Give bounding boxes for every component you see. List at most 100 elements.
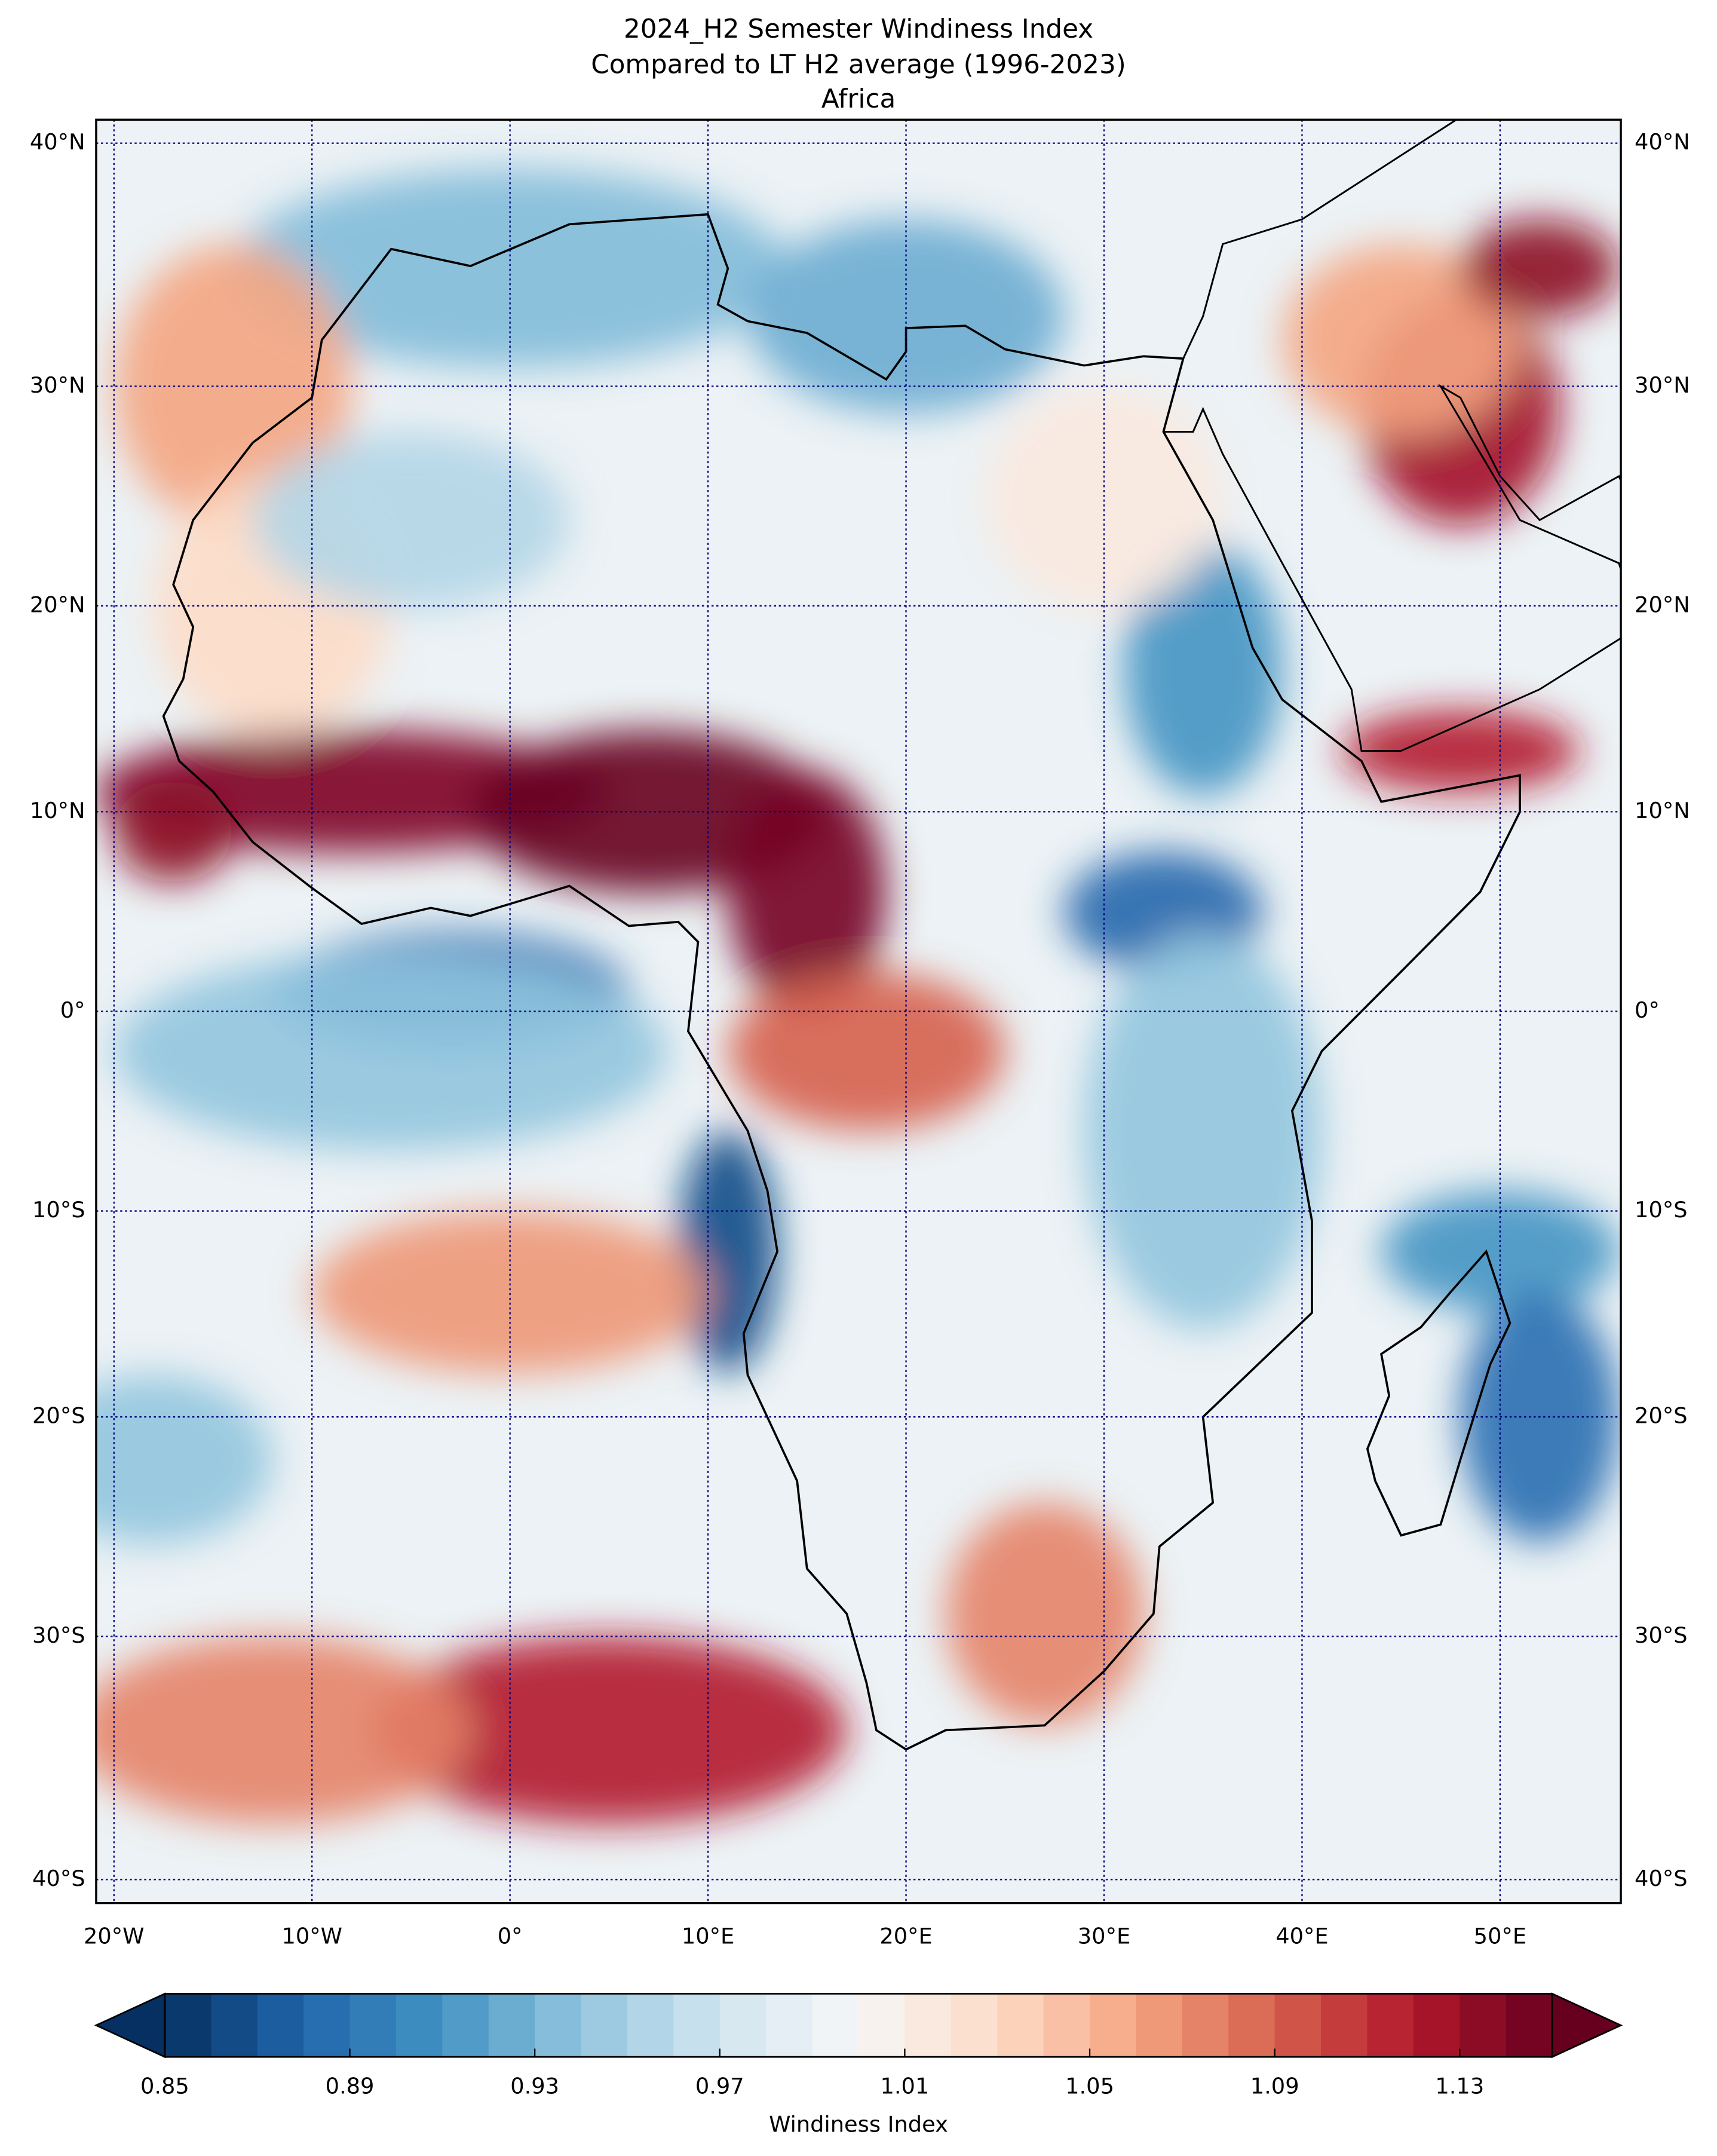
y-tick-label-right: 40°N: [1635, 129, 1690, 155]
colorbar-segment: [1460, 1993, 1507, 2057]
axes-layer: 20°W 10°W 0° 10°E 20°E 30°E 40°E 50°E 40°N 40°N 30…: [30, 129, 1690, 1949]
y-tick-label-right: 30°S: [1635, 1622, 1688, 1648]
colorbar-segment: [673, 1993, 720, 2057]
y-tick-label-right: 0°: [1635, 997, 1660, 1023]
colorbar-tick-label: 0.89: [326, 2073, 375, 2099]
x-tick-label: 50°E: [1474, 1924, 1526, 1949]
colorbar-segment: [858, 1993, 906, 2057]
colorbar-segment: [303, 1993, 351, 2057]
colorbar-segment: [395, 1993, 443, 2057]
colorbar-segment: [997, 1993, 1044, 2057]
colorbar-tick-label: 0.85: [140, 2073, 189, 2099]
y-tick-label-left: 30°S: [32, 1622, 85, 1648]
field-patch: [728, 771, 887, 1013]
colorbar-segment: [1413, 1993, 1461, 2057]
y-tick-label-right: 20°S: [1635, 1403, 1688, 1429]
field-patch: [728, 971, 1005, 1131]
colorbar-segment: [1274, 1993, 1322, 2057]
colorbar-tick-label: 1.13: [1435, 2073, 1484, 2099]
field-patch: [371, 1636, 847, 1824]
colorbar-segment: [905, 1993, 952, 2057]
field-patch: [96, 1636, 471, 1824]
y-tick-label-left: 0°: [60, 997, 85, 1023]
y-tick-label-right: 10°S: [1635, 1197, 1688, 1223]
colorbar-segment: [1043, 1993, 1091, 2057]
field-patch: [114, 781, 233, 883]
y-tick-label-right: 30°N: [1635, 372, 1690, 398]
colorbar-extend-high: [1551, 1992, 1623, 2059]
y-tick-label-left: 10°S: [32, 1197, 85, 1223]
colorbar-segment: [488, 1993, 536, 2057]
y-tick-label-left: 20°S: [32, 1403, 85, 1429]
colorbar-segment: [349, 1993, 397, 2057]
field-patch: [985, 386, 1223, 611]
field-patch: [114, 951, 669, 1151]
colorbar-frame: [164, 1993, 1553, 2058]
colorbar-segment: [812, 1993, 860, 2057]
colorbar-segment: [1136, 1993, 1183, 2057]
x-tick-label: 10°W: [281, 1924, 342, 1949]
colorbar-tick-label: 0.93: [510, 2073, 559, 2099]
colorbar-segment: [766, 1993, 813, 2057]
field-patch: [96, 1374, 272, 1544]
colorbar-segment: [257, 1993, 305, 2057]
colorbar-segment: [719, 1993, 767, 2057]
grid-layer: [96, 120, 1621, 1903]
y-tick-label-right: 10°N: [1635, 798, 1690, 823]
colorbar-segment: [211, 1993, 258, 2057]
field-patch: [1341, 710, 1580, 792]
plot-frame: [95, 118, 1622, 1904]
colorbar-tick-label: 1.05: [1065, 2073, 1114, 2099]
colorbar-segment: [1182, 1993, 1230, 2057]
y-tick-label-left: 10°N: [30, 798, 85, 823]
y-tick-label-left: 40°S: [32, 1866, 85, 1891]
x-tick-label: 40°E: [1276, 1924, 1328, 1949]
field-layer: [96, 120, 1621, 1903]
y-tick-label-left: 20°N: [30, 592, 85, 617]
colorbar-segment: [164, 1993, 212, 2057]
y-tick-label-left: 40°N: [30, 129, 85, 155]
colorbar: 0.85 0.89 0.93 0.97 1.01 1.05 1.09 1.13 Windines…: [94, 1992, 1623, 2137]
field-patch: [945, 1502, 1144, 1725]
field-blobs: [96, 169, 1619, 1824]
field-patch: [1084, 932, 1322, 1330]
colorbar-tick-label: 0.97: [695, 2073, 744, 2099]
coastline: [1366, 1249, 1511, 1537]
field-patch: [747, 219, 1065, 414]
coastline-layer: [162, 120, 1621, 1751]
colorbar-segment: [535, 1993, 582, 2057]
colorbar-segment: [1228, 1993, 1276, 2057]
colorbar-segment: [627, 1993, 674, 2057]
colorbar-tick-label: 1.01: [880, 2073, 929, 2099]
colorbar-segment: [581, 1993, 628, 2057]
y-tick-label-right: 20°N: [1635, 592, 1690, 617]
colorbar-segment: [1367, 1993, 1415, 2057]
subtitle: Compared to LT H2 average (1996-2023): [591, 50, 1126, 80]
coastline: [1163, 120, 1621, 752]
colorbar-segment: [1506, 1993, 1553, 2057]
colorbar-extend-low: [94, 1992, 166, 2059]
field-patch: [1282, 244, 1520, 436]
colorbar-tick-label: 1.09: [1250, 2073, 1299, 2099]
x-tick-label: 0°: [498, 1924, 523, 1949]
field-patch: [1460, 219, 1619, 318]
field-patch: [252, 431, 570, 609]
y-tick-label-right: 40°S: [1635, 1866, 1688, 1891]
colorbar-label: Windiness Index: [769, 2112, 948, 2137]
x-tick-label: 20°W: [84, 1924, 145, 1949]
colorbar-segment: [1321, 1993, 1368, 2057]
x-tick-label: 20°E: [879, 1924, 932, 1949]
colorbar-segment: [951, 1993, 998, 2057]
x-tick-label: 30°E: [1078, 1924, 1130, 1949]
x-tick-label: 10°E: [682, 1924, 734, 1949]
colorbar-segment: [1090, 1993, 1137, 2057]
coastline: [162, 213, 1521, 1751]
title: 2024_H2 Semester Windiness Index: [624, 14, 1093, 44]
y-tick-label-left: 30°N: [30, 372, 85, 398]
field-patch: [312, 1211, 709, 1374]
region-title: Africa: [821, 84, 896, 114]
field-patch: [678, 1131, 778, 1373]
colorbar-segment: [442, 1993, 489, 2057]
